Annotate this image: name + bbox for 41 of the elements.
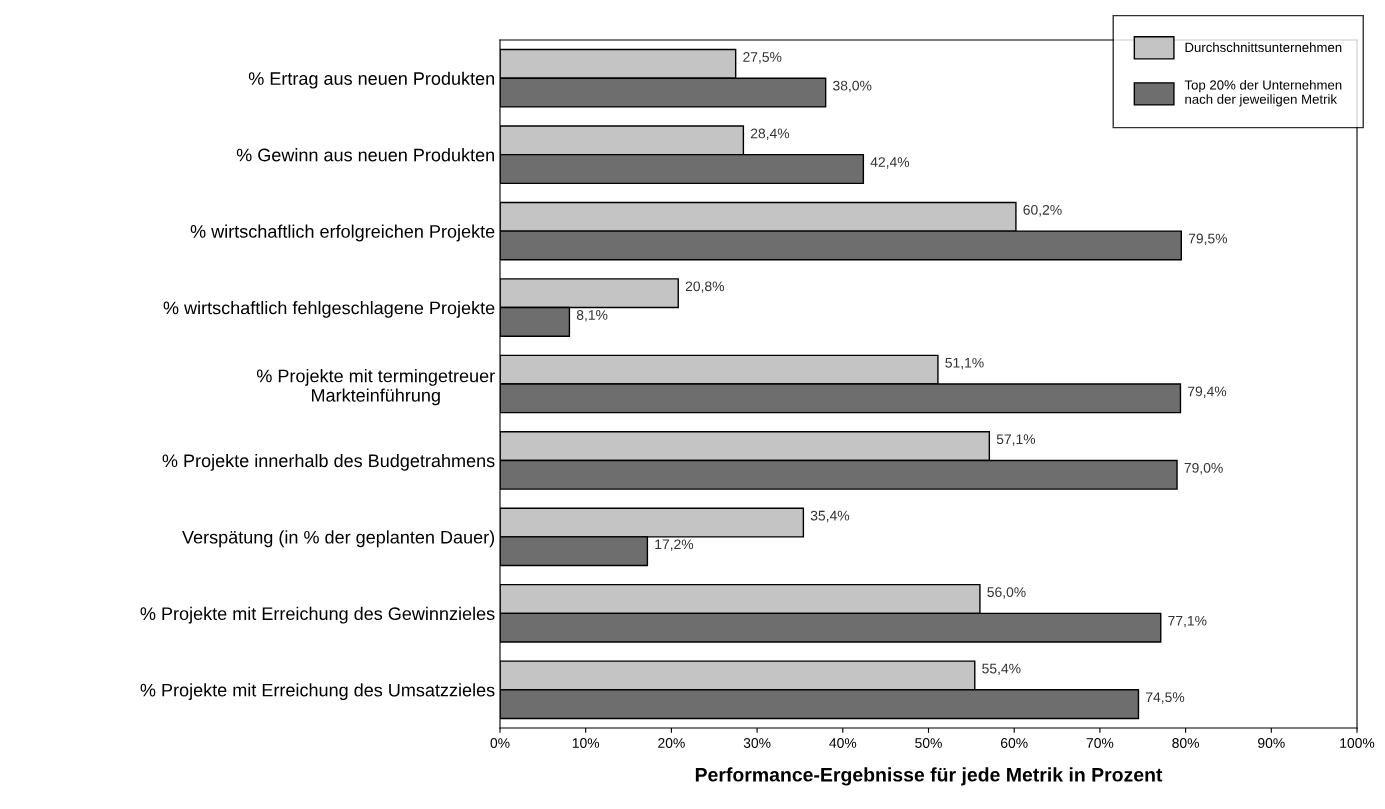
- data-label: 28,4%: [750, 128, 790, 140]
- legend-label: Top 20% der Unternehmen nach der jeweiligen Metrik: [1184, 79, 1342, 107]
- data-label: 8,1%: [576, 310, 608, 322]
- x-axis-title: Performance-Ergebnisse für jede Metrik in Prozent: [695, 767, 1163, 786]
- data-label: 60,2%: [1023, 204, 1062, 217]
- data-label: 17,2%: [655, 539, 694, 551]
- x-tick-label: 100%: [1340, 738, 1375, 748]
- x-tick-label: 30%: [743, 738, 771, 748]
- data-label: 42,4%: [870, 157, 910, 169]
- y-tick-label: % wirtschaftlich erfolgreichen Projekte: [190, 224, 495, 242]
- x-tick-label: 50%: [915, 738, 942, 748]
- data-label: 57,1%: [996, 434, 1036, 446]
- data-label: 38,0%: [833, 80, 872, 93]
- y-tick-label: % Projekte innerhalb des Budgetrahmens: [162, 453, 495, 471]
- data-label: 74,5%: [1146, 692, 1185, 704]
- x-tick-label: 20%: [658, 738, 685, 748]
- data-label: 56,0%: [987, 587, 1026, 599]
- y-tick-label: Verspätung (in % der geplanten Dauer): [182, 530, 495, 548]
- y-tick-label: % Gewinn aus neuen Produkten: [236, 148, 494, 162]
- x-tick-label: 60%: [1001, 738, 1028, 748]
- data-label: 20,8%: [685, 281, 724, 293]
- data-label: 77,1%: [1168, 615, 1207, 628]
- x-tick-label: 40%: [829, 738, 857, 748]
- data-label: 51,1%: [945, 357, 984, 370]
- y-tick-label: % Projekte mit Erreichung des Gewinnzieles: [140, 606, 495, 624]
- y-tick-label: % Projekte mit Erreichung des Umsatzzieles: [140, 683, 495, 701]
- legend-label: Durchschnittsunternehmen: [1185, 42, 1342, 53]
- data-label: 55,4%: [982, 663, 1021, 676]
- data-label: 79,4%: [1188, 386, 1227, 398]
- x-tick-label: 10%: [572, 738, 600, 748]
- x-tick-label: 70%: [1086, 738, 1114, 748]
- y-tick-label: % Projekte mit termingetreuer Markteinführung: [256, 369, 495, 406]
- data-label: 27,5%: [743, 52, 782, 64]
- y-tick-label: % Ertrag aus neuen Produkten: [248, 71, 494, 89]
- y-tick-label: % wirtschaftlich fehlgeschlagene Projekte: [163, 301, 495, 318]
- x-tick-label: 90%: [1258, 738, 1285, 748]
- data-label: 79,0%: [1184, 462, 1223, 475]
- data-label: 79,5%: [1188, 233, 1228, 246]
- data-label: 35,4%: [810, 510, 850, 523]
- x-tick-label: 80%: [1172, 738, 1200, 748]
- x-tick-label: 0%: [490, 738, 510, 748]
